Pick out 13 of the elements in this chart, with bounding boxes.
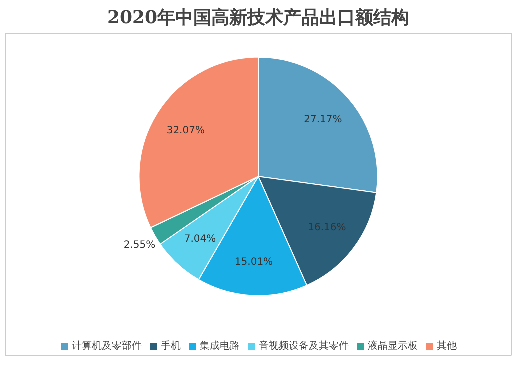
chart-title: 2020年中国高新技术产品出口额结构 [107,8,410,28]
data-label: 16.16% [308,222,346,234]
legend-label: 音视频设备及其零件 [259,340,349,353]
data-label: 7.04% [184,234,216,246]
legend-label: 其他 [437,340,457,353]
data-label: 27.17% [304,114,342,126]
data-label: 15.01% [234,256,274,268]
data-label: 2.55% [124,240,156,251]
legend-label: 计算机及零部件 [72,340,142,353]
legend-label: 手机 [161,340,181,353]
legend-label: 液晶显示板 [368,340,418,353]
data-label: 32.07% [166,125,205,136]
legend-label: 集成电路 [200,340,240,353]
